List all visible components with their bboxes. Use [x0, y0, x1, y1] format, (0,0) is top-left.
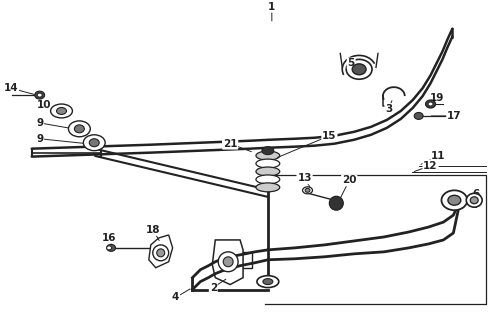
- Circle shape: [218, 252, 238, 272]
- Ellipse shape: [448, 195, 461, 205]
- Text: 7: 7: [472, 200, 480, 210]
- Text: 11: 11: [431, 151, 446, 161]
- Text: 21: 21: [223, 139, 238, 149]
- Text: 16: 16: [102, 233, 117, 243]
- Ellipse shape: [263, 279, 273, 284]
- Ellipse shape: [256, 175, 280, 184]
- Circle shape: [223, 257, 233, 267]
- Ellipse shape: [56, 108, 66, 115]
- Ellipse shape: [84, 135, 105, 151]
- Text: 13: 13: [298, 173, 312, 183]
- Circle shape: [156, 249, 164, 257]
- Text: 19: 19: [430, 93, 444, 103]
- Text: 9: 9: [36, 134, 43, 144]
- Text: 15: 15: [322, 131, 336, 141]
- Text: 10: 10: [36, 100, 51, 110]
- Text: 3: 3: [386, 104, 392, 114]
- Text: 20: 20: [342, 175, 356, 185]
- Ellipse shape: [256, 183, 280, 192]
- Ellipse shape: [414, 112, 423, 119]
- Ellipse shape: [34, 91, 44, 99]
- Text: 2: 2: [210, 283, 217, 292]
- Ellipse shape: [302, 187, 312, 194]
- Ellipse shape: [106, 244, 116, 251]
- Ellipse shape: [256, 167, 280, 176]
- Ellipse shape: [256, 159, 280, 168]
- Ellipse shape: [428, 102, 433, 106]
- Ellipse shape: [262, 147, 274, 155]
- Circle shape: [330, 196, 344, 210]
- Ellipse shape: [256, 151, 280, 160]
- Ellipse shape: [305, 188, 310, 192]
- Ellipse shape: [37, 93, 42, 97]
- Ellipse shape: [257, 276, 279, 288]
- Text: 4: 4: [172, 292, 180, 302]
- Ellipse shape: [466, 193, 482, 207]
- Ellipse shape: [346, 60, 372, 79]
- Ellipse shape: [68, 121, 90, 137]
- Text: 6: 6: [472, 189, 480, 199]
- Ellipse shape: [106, 246, 112, 250]
- Text: 12: 12: [424, 161, 438, 171]
- Ellipse shape: [50, 104, 72, 118]
- Text: 17: 17: [447, 111, 462, 121]
- Ellipse shape: [352, 64, 366, 75]
- Text: 5: 5: [348, 58, 355, 68]
- Ellipse shape: [442, 190, 468, 210]
- Text: 9: 9: [36, 118, 43, 128]
- Ellipse shape: [470, 197, 478, 204]
- Circle shape: [153, 245, 168, 261]
- Text: 8: 8: [450, 193, 458, 203]
- Ellipse shape: [90, 139, 99, 147]
- Ellipse shape: [74, 125, 85, 133]
- Text: 1: 1: [268, 2, 276, 12]
- Ellipse shape: [426, 100, 436, 108]
- Text: 18: 18: [146, 225, 160, 235]
- Text: 14: 14: [4, 83, 18, 93]
